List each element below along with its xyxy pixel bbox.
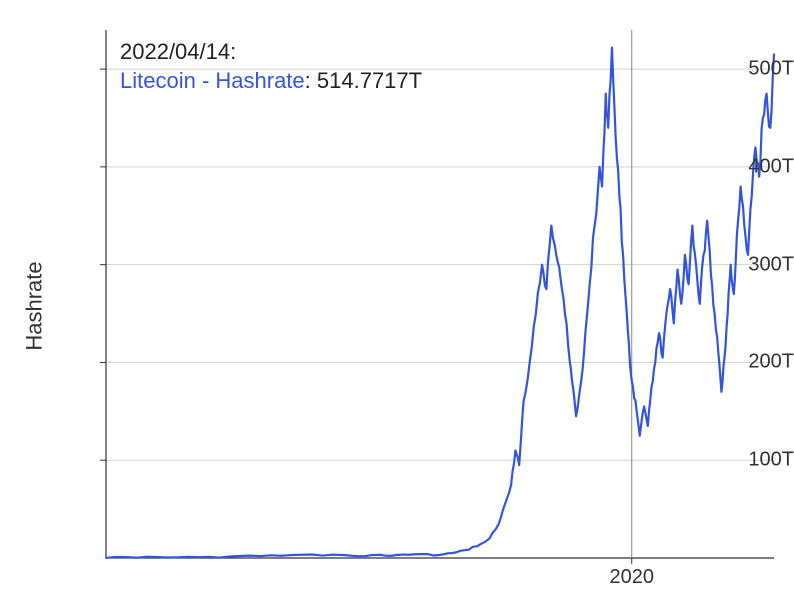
y-tick-label: 400T xyxy=(698,155,794,178)
x-tick-label: 2020 xyxy=(609,566,654,589)
tooltip-date: 2022/04/14: xyxy=(120,38,422,67)
hashrate-series-line xyxy=(106,48,774,558)
chart-tooltip: 2022/04/14: Litecoin - Hashrate: 514.771… xyxy=(120,38,422,95)
y-tick-label: 200T xyxy=(698,351,794,374)
y-tick-label: 300T xyxy=(698,253,794,276)
tooltip-value: : 514.7717T xyxy=(305,68,422,93)
y-axis-label: Hashrate xyxy=(22,261,48,350)
tooltip-series-label: Litecoin - Hashrate xyxy=(120,68,305,93)
chart-container: Hashrate 2022/04/14: Litecoin - Hashrate… xyxy=(0,0,794,611)
y-tick-label: 100T xyxy=(698,449,794,472)
y-tick-label: 500T xyxy=(698,58,794,81)
